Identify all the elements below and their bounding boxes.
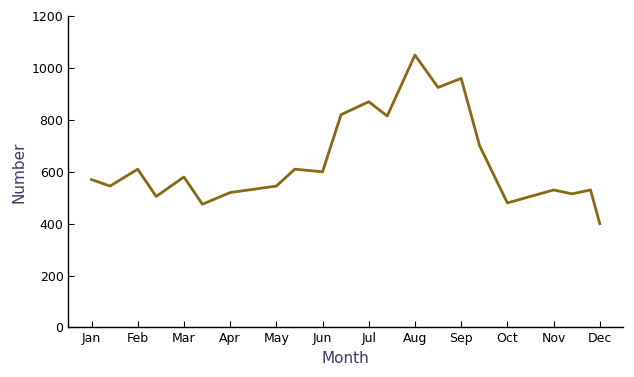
X-axis label: Month: Month (322, 351, 370, 366)
Y-axis label: Number: Number (11, 141, 26, 202)
